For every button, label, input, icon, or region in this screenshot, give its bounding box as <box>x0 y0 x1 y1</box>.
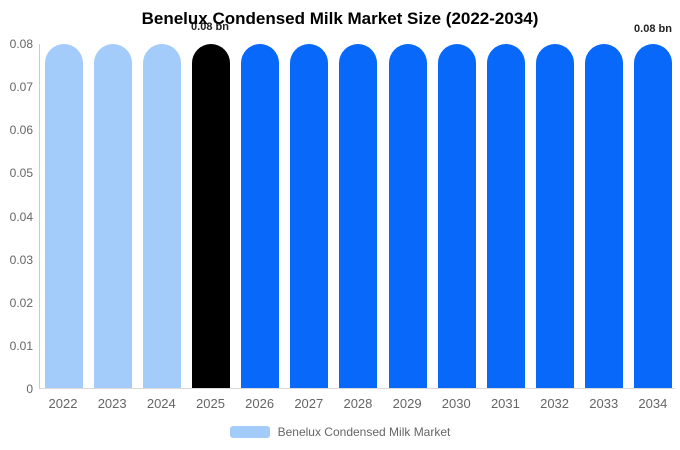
x-tick-label-2026: 2026 <box>245 396 275 411</box>
bar-2025[interactable] <box>192 44 231 388</box>
x-tick-label-2032: 2032 <box>540 396 570 411</box>
legend-label: Benelux Condensed Milk Market <box>277 425 451 439</box>
legend-swatch-icon <box>229 426 270 438</box>
x-tick-label-2034: 2034 <box>638 396 668 411</box>
x-tick-label-2031: 2031 <box>490 396 520 411</box>
x-tick-label-2028: 2028 <box>343 396 373 411</box>
bar-2024[interactable] <box>143 44 182 388</box>
y-tick-label: 0.03 <box>9 252 33 267</box>
plot-area <box>39 44 675 389</box>
bar-2033[interactable] <box>584 44 623 388</box>
data-label-2025: 0.08 bn <box>191 21 229 33</box>
bar-2030[interactable] <box>437 44 476 388</box>
bar-2032[interactable] <box>535 44 574 388</box>
bar-2023[interactable] <box>94 44 133 388</box>
bar-2022[interactable] <box>45 44 83 388</box>
bar-2028[interactable] <box>339 44 378 388</box>
bar-2026[interactable] <box>241 44 280 388</box>
y-tick-label: 0.06 <box>9 123 33 138</box>
legend-item[interactable]: Benelux Condensed Milk Market <box>0 425 680 439</box>
bar-2029[interactable] <box>388 44 427 388</box>
y-axis-labels: 0.08 0.07 0.06 0.05 0.04 0.03 0.02 0.01 0 <box>0 0 33 450</box>
x-tick-label-2029: 2029 <box>392 396 422 411</box>
x-tick-label-2023: 2023 <box>97 396 127 411</box>
y-tick-label: 0.04 <box>9 209 33 224</box>
bar-series <box>45 44 672 388</box>
y-tick-label: 0 <box>26 382 33 396</box>
x-tick-label-2022: 2022 <box>48 396 78 411</box>
y-tick-label: 0.01 <box>9 338 33 353</box>
x-tick-label-2030: 2030 <box>441 396 471 411</box>
y-tick-label: 0.08 <box>9 37 33 51</box>
y-tick-label: 0.07 <box>9 80 33 95</box>
x-tick-label-2024: 2024 <box>146 396 176 411</box>
bar-2034[interactable] <box>633 44 672 388</box>
data-label-2034: 0.08 bn <box>634 23 672 35</box>
y-tick-label: 0.05 <box>9 166 33 181</box>
bar-2027[interactable] <box>290 44 329 388</box>
x-tick-label-2025: 2025 <box>196 396 225 411</box>
x-tick-label-2033: 2033 <box>589 396 619 411</box>
bar-2031[interactable] <box>486 44 525 388</box>
y-tick-label: 0.02 <box>9 295 33 310</box>
x-axis-labels: 2022 2023 2024 2025 2026 2027 2028 2029 2030 2031… <box>44 396 672 411</box>
x-tick-label-2027: 2027 <box>294 396 324 411</box>
chart-title: Benelux Condensed Milk Market Size (2022… <box>141 9 539 28</box>
